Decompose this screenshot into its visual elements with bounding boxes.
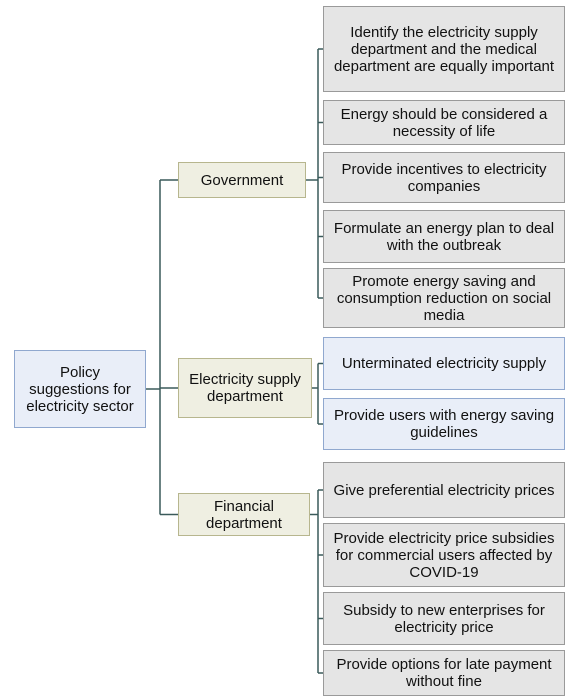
branch-node: Electricity supply department [178,358,312,418]
leaf-node: Formulate an energy plan to deal with th… [323,210,565,263]
leaf-node: Provide incentives to electricity compan… [323,152,565,203]
leaf-node: Energy should be considered a necessity … [323,100,565,145]
leaf-node: Promote energy saving and consumption re… [323,268,565,328]
leaf-node: Subsidy to new enterprises for electrici… [323,592,565,645]
leaf-node: Provide options for late payment without… [323,650,565,696]
leaf-node: Unterminated electricity supply [323,337,565,390]
root-node: Policy suggestions for electricity secto… [14,350,146,428]
branch-node: Financial department [178,493,310,536]
leaf-node: Give preferential electricity prices [323,462,565,518]
leaf-node: Provide users with energy saving guideli… [323,398,565,450]
branch-node: Government [178,162,306,198]
leaf-node: Identify the electricity supply departme… [323,6,565,92]
leaf-node: Provide electricity price subsidies for … [323,523,565,587]
